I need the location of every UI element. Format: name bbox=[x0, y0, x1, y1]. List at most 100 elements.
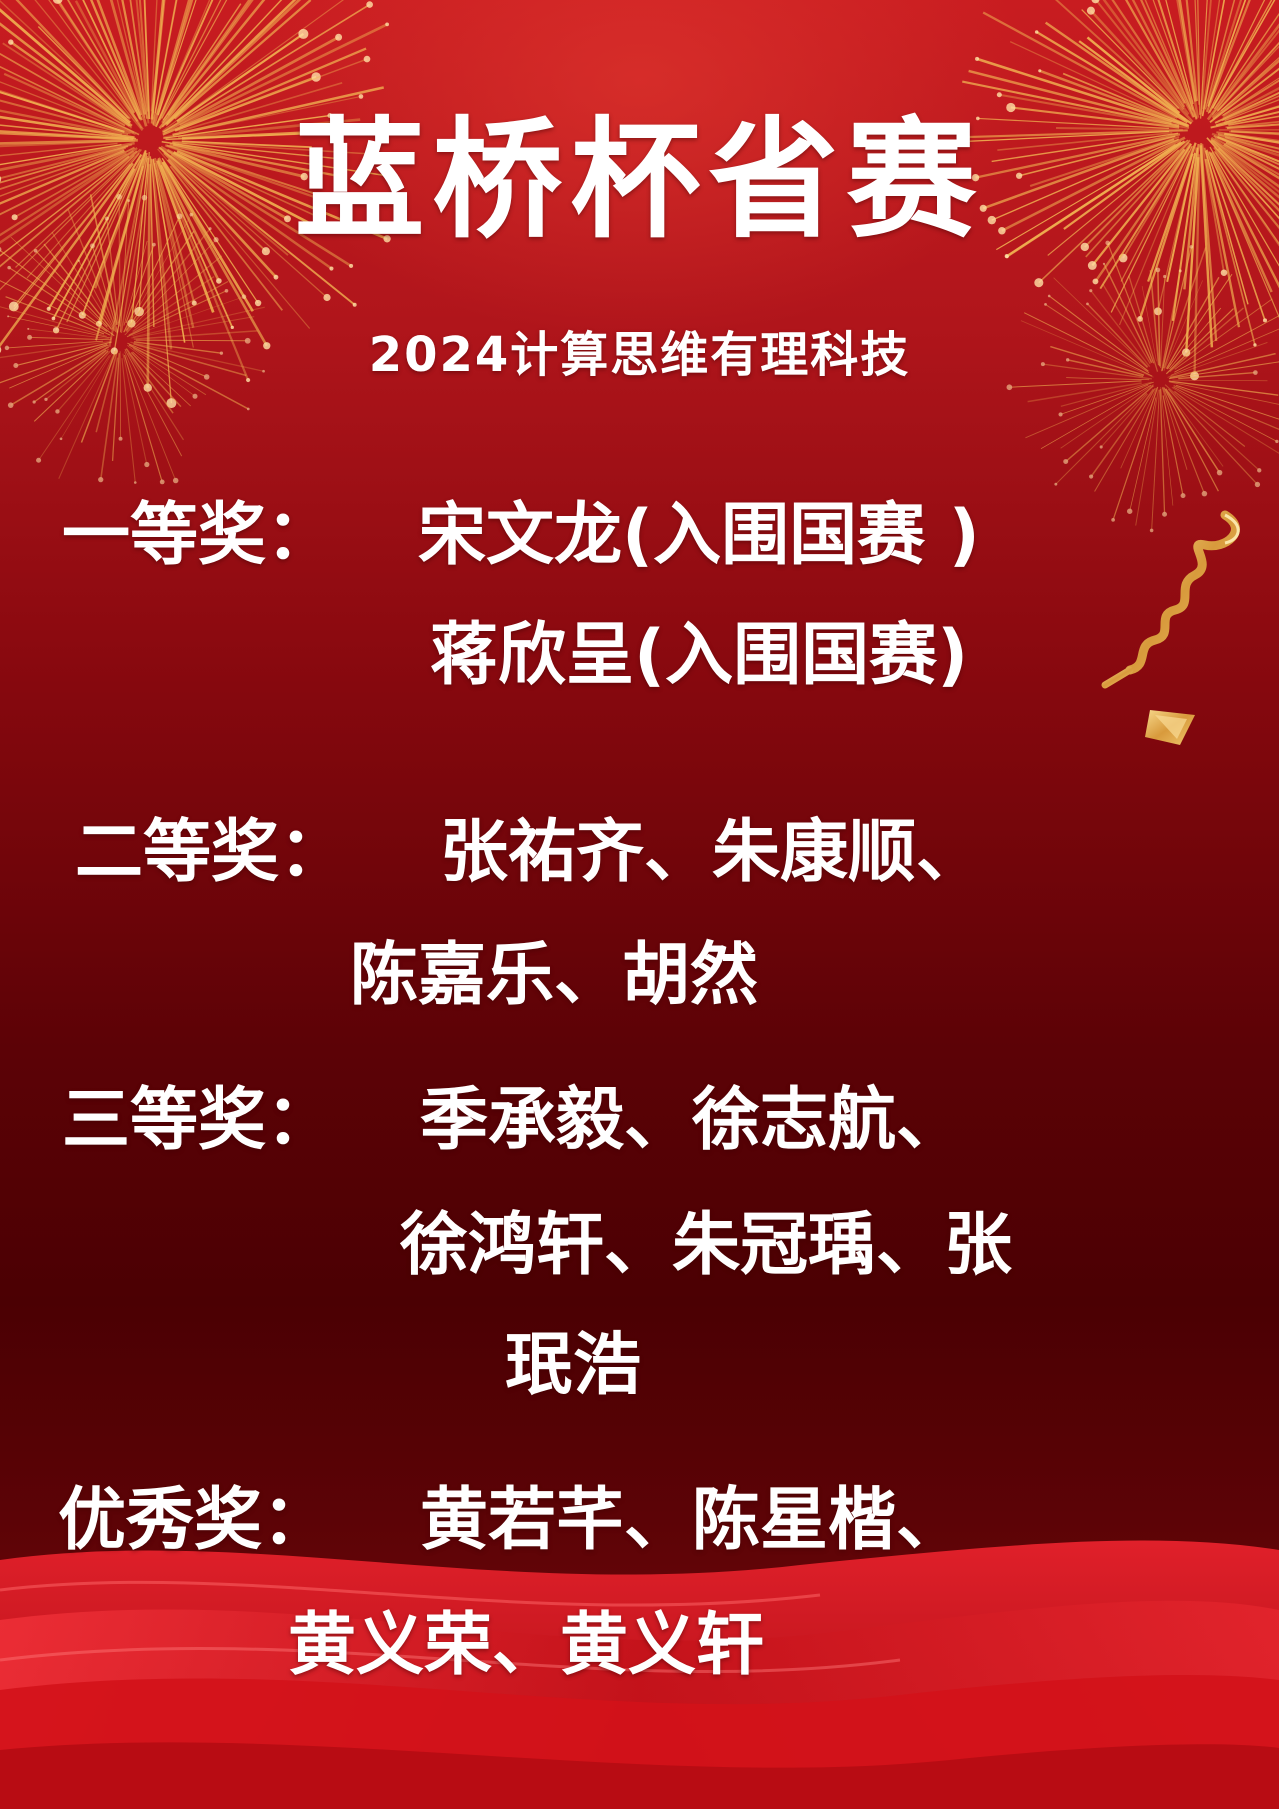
firework-ray bbox=[1223, 143, 1279, 180]
firework-ray bbox=[0, 145, 129, 184]
firework-ray bbox=[1208, 151, 1279, 319]
firework-ray bbox=[962, 129, 1188, 139]
firework-spark bbox=[208, 227, 212, 231]
firework-ray bbox=[0, 8, 132, 124]
firework-ray bbox=[161, 141, 400, 179]
firework-ray bbox=[996, 143, 1176, 251]
firework-ray bbox=[80, 350, 117, 443]
firework-ray bbox=[156, 160, 215, 313]
firework-ray bbox=[34, 0, 143, 131]
firework-ray bbox=[958, 130, 1169, 143]
firework-ray bbox=[1211, 0, 1276, 109]
firework-spark bbox=[33, 248, 38, 253]
firework-ray bbox=[47, 153, 143, 310]
firework-ray bbox=[962, 80, 1180, 127]
firework-ray bbox=[127, 342, 207, 378]
firework-ray bbox=[1193, 154, 1201, 376]
firework-ray bbox=[0, 155, 135, 291]
firework-ray bbox=[1025, 384, 1149, 439]
firework-ray bbox=[982, 11, 1178, 119]
firework-ray bbox=[10, 41, 131, 127]
firework-ray bbox=[1040, 384, 1152, 449]
firework-spark bbox=[298, 28, 309, 39]
firework-ray bbox=[0, 143, 133, 180]
firework-spark bbox=[8, 301, 19, 312]
firework-spark bbox=[976, 116, 980, 121]
firework-ray bbox=[1118, 145, 1195, 326]
firework-spark bbox=[172, 477, 179, 484]
award-first-label: 一等奖： bbox=[62, 496, 335, 575]
firework-ray bbox=[0, 124, 137, 140]
firework-ray bbox=[0, 306, 107, 337]
gold-ribbon-icon bbox=[1101, 510, 1240, 745]
firework-ray bbox=[982, 138, 1175, 210]
firework-ray bbox=[1078, 40, 1193, 125]
firework-ray bbox=[1135, 389, 1159, 526]
firework-ray bbox=[0, 0, 128, 119]
firework-ray bbox=[43, 243, 113, 330]
award-excellence-label: 优秀奖： bbox=[58, 1481, 331, 1560]
firework-spark bbox=[385, 22, 389, 27]
firework-spark bbox=[52, 0, 63, 4]
firework-ray bbox=[0, 280, 111, 336]
firework-ray bbox=[1205, 149, 1266, 321]
firework-ray bbox=[1060, 381, 1152, 407]
firework-spark bbox=[0, 346, 2, 353]
firework-ray bbox=[0, 150, 135, 245]
firework-spark bbox=[192, 393, 198, 399]
firework-spark bbox=[52, 327, 60, 334]
firework-ray bbox=[132, 306, 265, 338]
firework-ray bbox=[1163, 280, 1203, 372]
firework-ray bbox=[109, 0, 148, 127]
firework-ray bbox=[1200, 0, 1212, 115]
firework-spark bbox=[323, 293, 331, 302]
firework-ray bbox=[99, 357, 119, 480]
firework-ray bbox=[1230, 130, 1279, 135]
firework-ray bbox=[0, 109, 123, 136]
firework-ray bbox=[1168, 361, 1279, 380]
firework-ray bbox=[10, 236, 110, 330]
firework-ray bbox=[163, 114, 330, 139]
firework-ray bbox=[991, 132, 1179, 163]
firework-ray bbox=[55, 0, 139, 122]
firework-ray bbox=[1044, 21, 1187, 121]
firework-spark bbox=[0, 176, 2, 183]
firework-spark bbox=[241, 294, 247, 300]
firework-ray bbox=[121, 0, 147, 115]
award-second-label: 二等奖： bbox=[75, 813, 348, 892]
firework-ray bbox=[1062, 72, 1189, 127]
firework-ray bbox=[158, 146, 289, 256]
firework-ray bbox=[1162, 395, 1184, 496]
firework-spark bbox=[1189, 245, 1194, 249]
firework-spark bbox=[1275, 439, 1279, 444]
firework-ray bbox=[1217, 147, 1279, 212]
firework-ray bbox=[67, 209, 118, 334]
firework-ray bbox=[1138, 153, 1194, 320]
firework-ray bbox=[1131, 0, 1195, 118]
firework-ray bbox=[161, 0, 283, 128]
firework-spark bbox=[1102, 262, 1106, 265]
firework-ray bbox=[1060, 384, 1154, 449]
firework-ray bbox=[1112, 386, 1159, 521]
firework-ray bbox=[1166, 152, 1196, 282]
firework-ray bbox=[1086, 36, 1181, 115]
firework-ray bbox=[89, 194, 118, 326]
firework-ray bbox=[166, 148, 289, 220]
firework-ray bbox=[1207, 0, 1266, 114]
firework-ray bbox=[1167, 388, 1258, 485]
firework-ray bbox=[1178, 371, 1256, 380]
firework-ray bbox=[1167, 342, 1268, 378]
firework-ray bbox=[0, 249, 115, 337]
firework-spark bbox=[189, 212, 194, 217]
firework-ray bbox=[160, 145, 352, 267]
firework-ray bbox=[123, 354, 163, 483]
firework-ray bbox=[172, 86, 385, 137]
firework-spark bbox=[1105, 240, 1110, 246]
firework-spark bbox=[334, 198, 341, 205]
firework-ray bbox=[167, 158, 277, 279]
firework-ray bbox=[1157, 0, 1198, 120]
firework-spark bbox=[1089, 289, 1093, 293]
firework-ray bbox=[1229, 131, 1279, 136]
firework-spark bbox=[143, 383, 152, 392]
firework-spark bbox=[11, 214, 18, 221]
